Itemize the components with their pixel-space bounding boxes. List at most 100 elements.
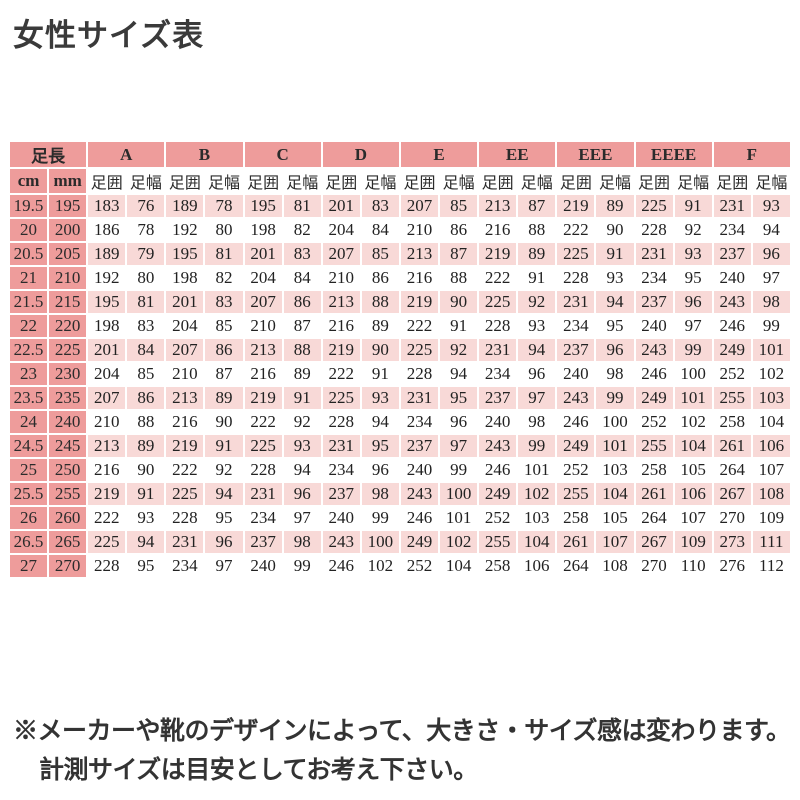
size-value-cell: 246: [477, 457, 519, 483]
size-value-cell: 94: [359, 409, 401, 435]
size-value-cell: 222: [398, 313, 441, 339]
size-value-cell: 101: [438, 505, 480, 531]
size-value-cell: 91: [281, 385, 323, 411]
size-value-cell: 249: [633, 385, 675, 411]
size-value-cell: 94: [281, 457, 323, 483]
size-value-cell: 83: [281, 241, 323, 267]
size-value-cell: 237: [555, 337, 597, 363]
size-value-cell: 240: [398, 457, 441, 483]
unit-cm-header: cm: [7, 167, 50, 195]
size-value-cell: 89: [359, 313, 401, 339]
table-row: 20.5 205 189 79 195 81 201 83 207 85 213 87 219 89 225…: [7, 241, 793, 267]
row-cm-cell: 22: [7, 313, 50, 339]
size-value-cell: 261: [555, 529, 597, 555]
size-value-cell: 103: [594, 457, 636, 483]
size-value-cell: 198: [86, 313, 128, 339]
row-mm-cell: 195: [47, 193, 89, 219]
size-value-cell: 110: [672, 553, 714, 579]
size-value-cell: 216: [477, 217, 519, 243]
size-value-cell: 104: [438, 553, 480, 579]
size-value-cell: 201: [164, 289, 206, 315]
size-value-cell: 237: [398, 433, 441, 459]
size-value-cell: 216: [242, 361, 284, 387]
size-value-cell: 84: [359, 217, 401, 243]
row-mm-cell: 205: [47, 241, 89, 267]
size-value-cell: 201: [320, 193, 362, 219]
size-value-cell: 89: [125, 433, 167, 459]
row-cm-cell: 26.5: [7, 529, 50, 555]
size-value-cell: 99: [594, 385, 636, 411]
circumference-subheader: 足囲: [633, 167, 675, 195]
size-value-cell: 99: [672, 337, 714, 363]
size-value-cell: 270: [633, 553, 675, 579]
size-value-cell: 210: [320, 265, 362, 291]
size-value-cell: 234: [242, 505, 284, 531]
table-row: 21.5 215 195 81 201 83 207 86 213 88 219 90 225 92 231…: [7, 289, 793, 315]
size-value-cell: 90: [438, 289, 480, 315]
size-value-cell: 225: [164, 481, 206, 507]
size-value-cell: 104: [672, 433, 714, 459]
size-value-cell: 95: [438, 385, 480, 411]
size-value-cell: 85: [438, 193, 480, 219]
size-value-cell: 249: [398, 529, 441, 555]
size-value-cell: 92: [438, 337, 480, 363]
table-row: 25 250 216 90 222 92 228 94 234 96 240 99 246 101 252 1…: [7, 457, 793, 483]
size-value-cell: 85: [125, 361, 167, 387]
size-value-cell: 243: [398, 481, 441, 507]
size-value-cell: 195: [164, 241, 206, 267]
size-value-cell: 111: [750, 529, 793, 555]
size-value-cell: 234: [711, 217, 753, 243]
size-value-cell: 101: [594, 433, 636, 459]
size-value-cell: 97: [672, 313, 714, 339]
size-value-cell: 228: [555, 265, 597, 291]
size-value-cell: 93: [516, 313, 558, 339]
row-mm-cell: 230: [47, 361, 89, 387]
size-value-cell: 96: [203, 529, 245, 555]
size-value-cell: 246: [633, 361, 675, 387]
size-value-cell: 225: [633, 193, 675, 219]
size-value-cell: 243: [711, 289, 753, 315]
size-value-cell: 90: [594, 217, 636, 243]
size-value-cell: 107: [672, 505, 714, 531]
header-sub-row: cm mm 足囲 足幅 足囲 足幅 足囲 足幅 足囲 足幅 足囲 足幅 足囲 足幅 足囲 足幅 足囲 足幅 足囲…: [7, 167, 793, 195]
size-value-cell: 85: [203, 313, 245, 339]
size-value-cell: 83: [359, 193, 401, 219]
size-value-cell: 96: [359, 457, 401, 483]
size-value-cell: 207: [320, 241, 362, 267]
size-value-cell: 252: [398, 553, 441, 579]
size-value-cell: 98: [516, 409, 558, 435]
size-value-cell: 95: [359, 433, 401, 459]
row-mm-cell: 265: [47, 529, 89, 555]
size-value-cell: 267: [633, 529, 675, 555]
size-value-cell: 81: [203, 241, 245, 267]
row-cm-cell: 21: [7, 265, 50, 291]
size-value-cell: 97: [750, 265, 793, 291]
size-value-cell: 87: [438, 241, 480, 267]
size-value-cell: 234: [320, 457, 362, 483]
size-value-cell: 243: [633, 337, 675, 363]
size-value-cell: 86: [125, 385, 167, 411]
table-row: 27 270 228 95 234 97 240 99 246 102 252 104 258 106 26…: [7, 553, 793, 579]
size-value-cell: 101: [672, 385, 714, 411]
table-header: 足長 A B C D E EE EEE EEEE F cm mm 足囲 足幅 足囲 足幅 足囲 足幅 足囲足…: [7, 140, 793, 195]
size-value-cell: 94: [438, 361, 480, 387]
foot-length-header: 足長: [7, 140, 89, 169]
size-value-cell: 231: [555, 289, 597, 315]
size-value-cell: 102: [359, 553, 401, 579]
size-value-cell: 213: [86, 433, 128, 459]
row-mm-cell: 210: [47, 265, 89, 291]
size-value-cell: 90: [203, 409, 245, 435]
size-value-cell: 98: [750, 289, 793, 315]
size-value-cell: 228: [164, 505, 206, 531]
size-value-cell: 222: [555, 217, 597, 243]
size-value-cell: 204: [164, 313, 206, 339]
size-value-cell: 87: [516, 193, 558, 219]
size-value-cell: 86: [359, 265, 401, 291]
size-value-cell: 98: [359, 481, 401, 507]
width-group-header-E: E: [398, 140, 480, 169]
size-value-cell: 261: [711, 433, 753, 459]
size-value-cell: 96: [594, 337, 636, 363]
size-value-cell: 225: [398, 337, 441, 363]
row-mm-cell: 215: [47, 289, 89, 315]
size-value-cell: 255: [477, 529, 519, 555]
